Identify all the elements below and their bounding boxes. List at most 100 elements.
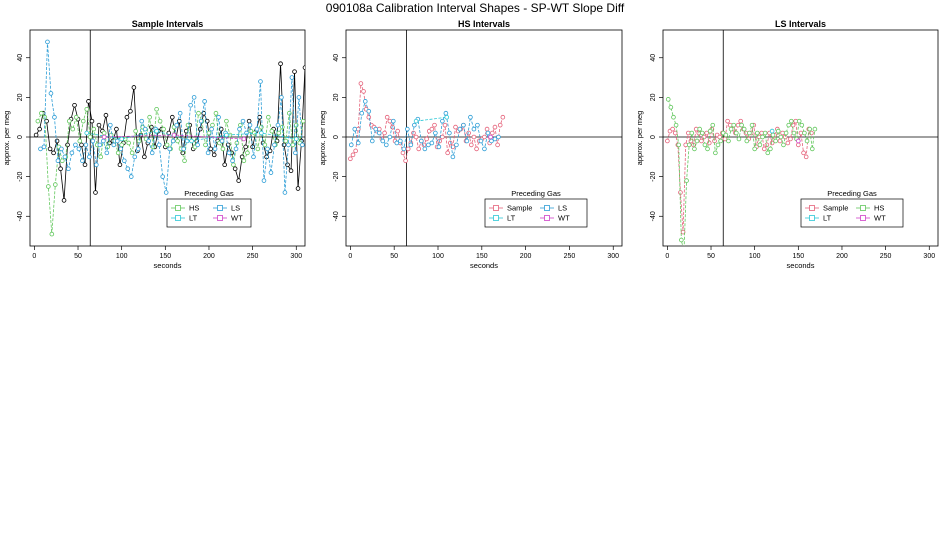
data-point <box>73 114 79 120</box>
data-point <box>450 154 456 160</box>
data-point <box>108 122 113 128</box>
x-tick-label: 300 <box>607 253 619 260</box>
data-point <box>682 250 686 254</box>
data-point <box>226 150 232 156</box>
data-point <box>300 142 305 148</box>
data-point <box>665 138 670 144</box>
data-point <box>211 152 217 158</box>
data-point <box>196 110 201 116</box>
data-point <box>744 138 750 144</box>
y-tick-label: -20 <box>650 171 657 181</box>
x-tick-label: 0 <box>665 253 669 260</box>
panel-title: LS Intervals <box>775 19 826 29</box>
data-point <box>348 142 354 148</box>
data-point <box>37 126 42 132</box>
data-point <box>258 79 263 84</box>
data-point <box>206 130 212 136</box>
panel-3: LS Intervals 0 50 100 150 200 250 300 -40 -20 0 20 4… <box>635 19 939 270</box>
data-point <box>154 106 159 112</box>
data-point <box>84 130 90 136</box>
data-point <box>220 146 226 152</box>
data-point <box>804 138 810 144</box>
legend-entry-hs: HS <box>874 204 884 213</box>
series-lt <box>769 128 775 134</box>
data-point <box>103 112 109 118</box>
data-point <box>117 162 123 168</box>
series-lt <box>84 128 299 144</box>
data-point <box>60 158 65 164</box>
data-point <box>243 144 248 150</box>
data-point <box>164 142 170 148</box>
series-wt <box>488 134 493 140</box>
data-point <box>492 124 498 130</box>
data-point <box>86 99 91 104</box>
data-point <box>796 138 801 144</box>
data-point <box>699 138 704 144</box>
data-point <box>408 142 414 148</box>
series-line <box>40 41 303 193</box>
data-point <box>89 118 95 124</box>
data-point <box>707 128 713 134</box>
data-point <box>79 142 84 148</box>
data-point <box>247 122 253 128</box>
data-point <box>679 237 684 243</box>
data-point <box>741 126 747 132</box>
data-point <box>52 114 57 120</box>
legend-entry-ls: LS <box>231 204 240 213</box>
data-point <box>770 132 776 138</box>
data-point <box>680 229 686 235</box>
data-point <box>275 122 281 128</box>
data-point <box>686 142 692 148</box>
data-point <box>710 122 716 128</box>
data-point <box>789 118 794 124</box>
data-point <box>51 150 56 156</box>
data-point <box>413 134 419 140</box>
x-tick-label: 50 <box>390 253 398 260</box>
data-point <box>457 126 463 132</box>
data-point <box>146 138 152 144</box>
legend-entry-sample: Sample <box>823 204 848 213</box>
data-point <box>111 142 117 148</box>
data-point <box>41 144 47 150</box>
data-point <box>124 114 130 120</box>
data-point <box>222 162 227 168</box>
data-point <box>395 128 400 134</box>
data-point <box>671 114 676 120</box>
legend-box <box>800 198 904 228</box>
plot-area <box>663 30 938 254</box>
data-point <box>241 158 247 164</box>
data-point <box>773 138 778 144</box>
data-point <box>433 130 438 136</box>
y-tick-label: 20 <box>650 93 657 101</box>
data-point <box>668 104 674 110</box>
x-tick-label: 200 <box>520 253 532 260</box>
x-tick-label: 50 <box>74 253 82 260</box>
data-point <box>295 186 301 191</box>
data-point <box>265 146 270 152</box>
data-point <box>747 130 752 136</box>
data-point <box>466 130 471 136</box>
legend-title: Preceding Gas <box>511 189 561 198</box>
data-point <box>142 126 148 132</box>
data-point <box>362 99 368 104</box>
data-point <box>670 126 675 132</box>
y-tick-label: 0 <box>17 135 24 139</box>
data-point <box>261 178 267 183</box>
data-point <box>694 138 700 144</box>
data-point <box>713 150 718 156</box>
data-point <box>289 75 295 80</box>
data-point <box>394 140 400 146</box>
data-point <box>373 126 379 132</box>
data-point <box>781 142 786 148</box>
data-point <box>497 122 503 128</box>
data-point <box>181 146 186 152</box>
data-point <box>91 126 97 132</box>
data-point <box>131 85 137 90</box>
data-point <box>251 154 256 160</box>
data-point <box>725 118 730 124</box>
data-point <box>468 114 473 120</box>
data-point <box>768 146 773 152</box>
data-point <box>736 136 742 142</box>
data-point <box>62 154 68 160</box>
data-point <box>175 138 180 144</box>
